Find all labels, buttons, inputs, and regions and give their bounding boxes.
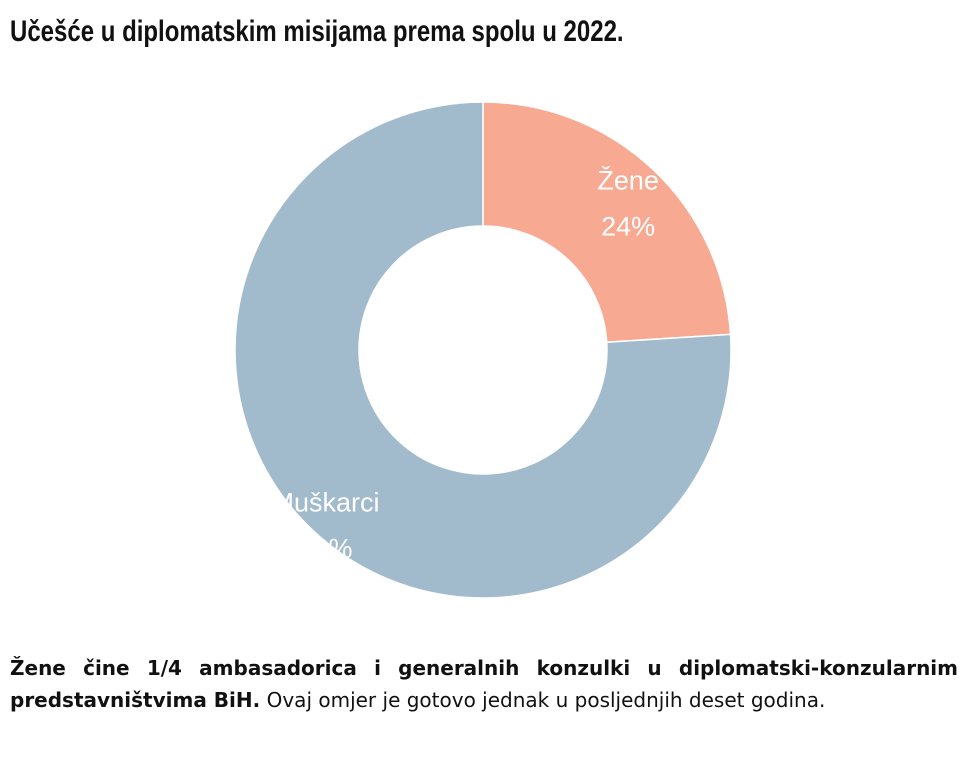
slice-label-zene: Žene 24% xyxy=(597,164,659,241)
slice-muskarci xyxy=(234,101,732,599)
slice-name-label: Žene xyxy=(597,164,659,195)
chart-caption: Žene čine 1/4 ambasadorica i generalnih … xyxy=(10,652,958,716)
slice-value-label: 24% xyxy=(601,211,655,241)
donut-chart: Žene 24% Muškarci 76% xyxy=(234,101,732,599)
caption-highlight: Žene čine 1/4 ambasadorica i generalnih … xyxy=(10,656,958,712)
chart-title: Učešće u diplomatskim misijama prema spo… xyxy=(10,15,624,48)
slice-zene xyxy=(482,101,732,344)
slice-value-label: 76% xyxy=(299,534,353,564)
slice-label-muskarci: Muškarci 76% xyxy=(272,488,380,564)
slice-name-label: Muškarci xyxy=(272,488,380,518)
caption-text: Ovaj omjer je gotovo jednak u posljednji… xyxy=(260,688,826,712)
donut-chart-svg: Žene 24% Muškarci 76% xyxy=(234,101,732,599)
